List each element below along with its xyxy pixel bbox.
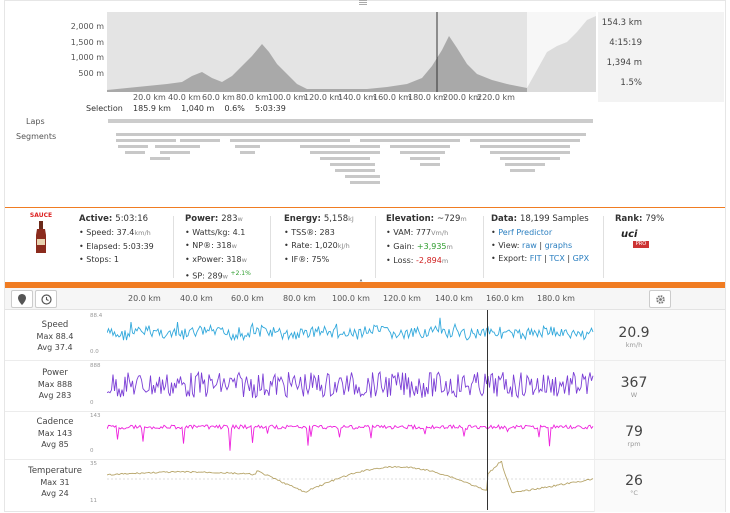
segments-label: Segments: [16, 132, 57, 141]
speed-label: Speed Max 88.4 Avg 37.4: [36, 320, 74, 352]
graph-toolbar: 20.0 km 40.0 km 60.0 km 80.0 km 100.0 km…: [5, 288, 725, 310]
clock-icon[interactable]: [35, 290, 57, 308]
perf-predictor-link[interactable]: Perf Predictor: [498, 228, 553, 237]
temperature-ybot: 11: [90, 498, 97, 504]
uci-pro-badge-icon[interactable]: uci PRO: [621, 229, 651, 249]
elev-xtick: 220.0 km: [477, 93, 515, 102]
cadence-line: [107, 423, 594, 451]
elev-xtick: 180.0 km: [408, 93, 446, 102]
laps-label: Laps: [26, 117, 45, 126]
laps-bar[interactable]: [108, 119, 593, 123]
elev-xtick: 60.0 km: [202, 93, 235, 102]
stat-distance: 154.3 km: [601, 18, 642, 28]
elev-area: [107, 36, 527, 92]
selection-row: Selection 185.9 km 1,040 m 0.6% 5:03:39: [86, 104, 286, 113]
power-column: Power: 283w • Watts/kg: 4.1 • NP®: 318w …: [185, 214, 251, 281]
graph-xtick: 60.0 km: [231, 294, 264, 303]
graph-xtick: 100.0 km: [332, 294, 370, 303]
cadence-chart[interactable]: [107, 413, 594, 455]
selection-grade: 0.6%: [224, 104, 245, 113]
graph-xtick: 160.0 km: [486, 294, 524, 303]
export-gpx-link[interactable]: GPX: [572, 254, 590, 263]
graph-xtick: 120.0 km: [383, 294, 421, 303]
stat-grade: 1.5%: [620, 78, 642, 88]
cadence-value: 79 rpm: [625, 424, 643, 448]
power-ybot: 0: [90, 400, 94, 406]
cadence-ybot: 0: [90, 448, 94, 454]
graph-xtick: 180.0 km: [537, 294, 575, 303]
elev-area-out: [527, 16, 596, 92]
gear-icon[interactable]: [649, 290, 671, 308]
power-ytop: 888: [90, 363, 101, 369]
elev-xtick: 20.0 km: [133, 93, 166, 102]
graph-cursor-line[interactable]: [487, 310, 488, 510]
elev-ytick: 1,000 m: [70, 53, 104, 62]
export-fit-link[interactable]: FIT: [529, 254, 542, 263]
resize-grip-icon[interactable]: [359, 0, 367, 5]
temperature-chart[interactable]: [107, 461, 594, 505]
power-label: Power Max 888 Avg 283: [37, 368, 73, 400]
power-chart[interactable]: [107, 363, 594, 407]
speed-ybot: 0.0: [90, 349, 99, 355]
elevation-stats-box: 154.3 km 4:15:19 1,394 m 1.5%: [598, 12, 724, 102]
temperature-ytop: 35: [90, 461, 97, 467]
view-graphs-link[interactable]: graphs: [544, 241, 573, 250]
energy-column: Energy: 5,158kJ • TSS®: 283 • Rate: 1,02…: [284, 214, 354, 264]
graph-xtick: 40.0 km: [180, 294, 213, 303]
elev-ytick: 500 m: [78, 69, 104, 78]
temperature-label: Temperature Max 31 Avg 24: [28, 466, 82, 498]
active-column: Active: 5:03:16 • Speed: 37.4km/h • Elap…: [79, 214, 154, 264]
stat-elevation: 1,394 m: [606, 58, 642, 68]
speed-chart[interactable]: [107, 313, 594, 355]
speed-line: [107, 317, 594, 342]
elev-xtick: 80.0 km: [236, 93, 269, 102]
power-value: 367 W: [620, 375, 648, 399]
graph-xtick: 20.0 km: [128, 294, 161, 303]
power-line: [107, 370, 594, 399]
selection-distance: 185.9 km: [133, 104, 171, 113]
elevation-column: Elevation: ~729m • VAM: 777Vm/h • Gain: …: [386, 214, 467, 265]
graph-xtick: 140.0 km: [435, 294, 473, 303]
elevation-profile[interactable]: [107, 12, 596, 92]
sauce-logo[interactable]: SAUCE: [21, 212, 61, 259]
speed-value: 20.9 km/h: [618, 325, 650, 349]
export-tcx-link[interactable]: TCX: [549, 254, 565, 263]
elev-xtick: 140.0 km: [338, 93, 376, 102]
elev-xtick: 40.0 km: [168, 93, 201, 102]
elev-ytick: 2,000 m: [70, 22, 104, 31]
collapse-bar[interactable]: ˄: [5, 279, 725, 288]
view-raw-link[interactable]: raw: [522, 241, 537, 250]
summary-panel: SAUCE Active: 5:03:16 • Speed: 37.4km/h …: [5, 207, 725, 282]
graph-xtick: 80.0 km: [283, 294, 316, 303]
elev-ytick: 1,500 m: [70, 38, 104, 47]
selection-gain: 1,040 m: [181, 104, 215, 113]
selection-label: Selection: [86, 104, 123, 113]
map-pin-icon[interactable]: [11, 290, 33, 308]
data-column: Data: 18,199 Samples • Perf Predictor • …: [491, 214, 590, 263]
sauce-bottle-icon: [36, 221, 46, 253]
elev-xtick: 120.0 km: [304, 93, 342, 102]
collapse-arrow-icon[interactable]: ˄: [359, 279, 363, 288]
elev-xtick: 200.0 km: [443, 93, 481, 102]
speed-ytop: 88.4: [90, 313, 103, 319]
elev-xtick: 160.0 km: [373, 93, 411, 102]
selection-time: 5:03:39: [255, 104, 286, 113]
elev-xtick: 100.0 km: [268, 93, 306, 102]
temperature-line: [107, 461, 594, 494]
rank-column: Rank: 79% uci PRO: [615, 214, 665, 248]
temperature-value: 26 °C: [625, 473, 643, 497]
cadence-label: Cadence Max 143 Avg 85: [36, 417, 74, 449]
cadence-ytop: 143: [90, 413, 101, 419]
stat-time: 4:15:19: [609, 38, 642, 48]
